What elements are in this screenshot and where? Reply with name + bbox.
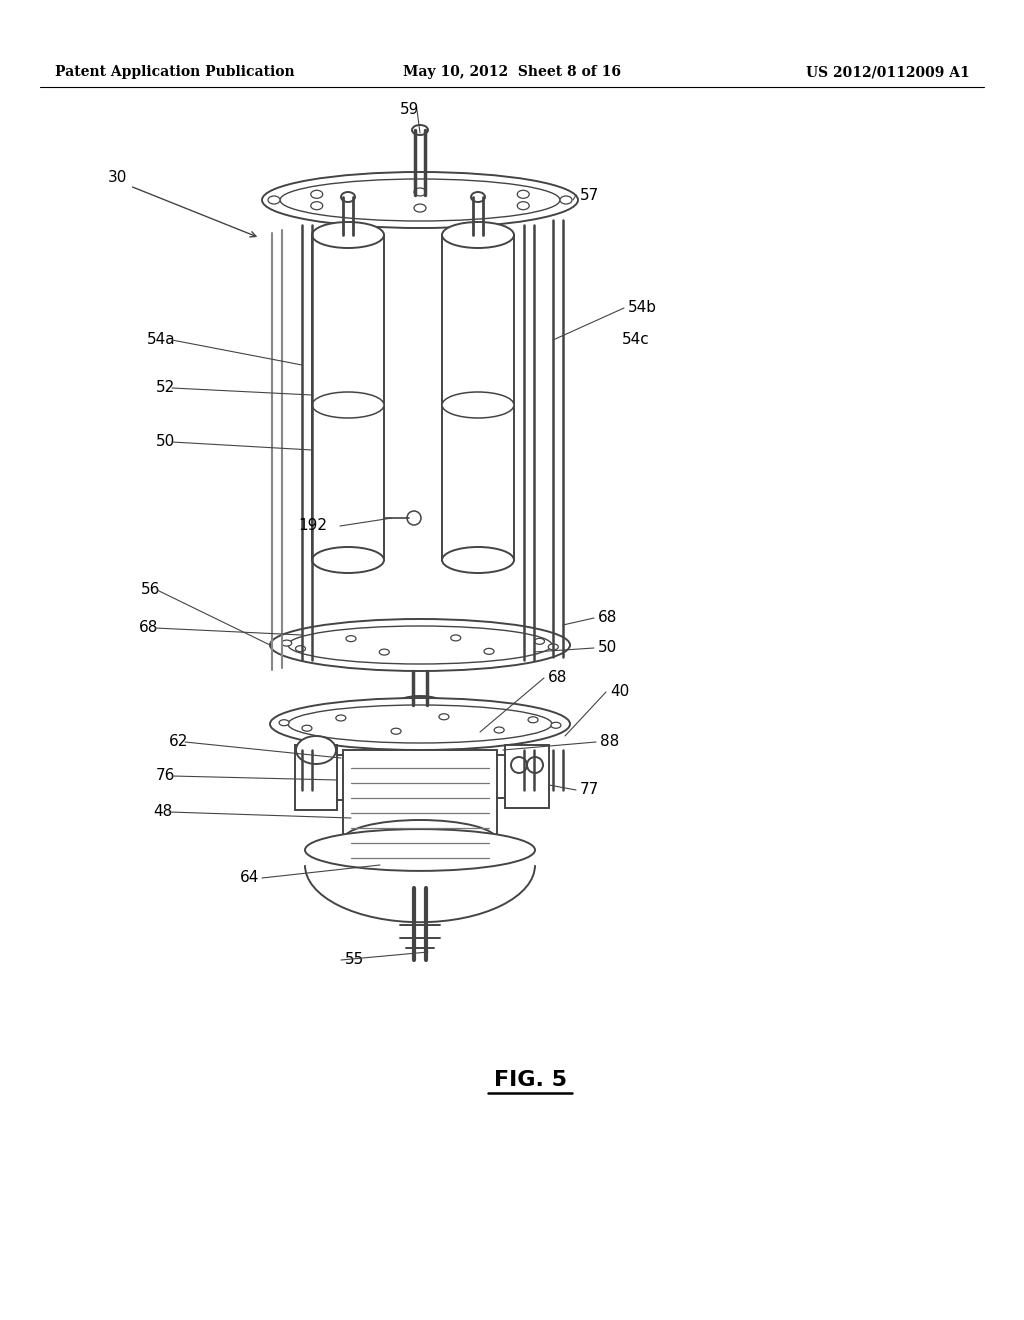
Text: 77: 77 bbox=[580, 783, 599, 797]
Ellipse shape bbox=[442, 392, 514, 418]
Ellipse shape bbox=[412, 125, 428, 135]
Text: 192: 192 bbox=[298, 519, 327, 533]
Ellipse shape bbox=[341, 191, 355, 202]
Text: 54c: 54c bbox=[622, 333, 650, 347]
Text: 68: 68 bbox=[598, 610, 617, 626]
Ellipse shape bbox=[280, 719, 289, 726]
Text: 30: 30 bbox=[108, 170, 127, 186]
Ellipse shape bbox=[451, 635, 461, 642]
Text: 40: 40 bbox=[610, 685, 630, 700]
Text: 68: 68 bbox=[138, 620, 158, 635]
Text: 50: 50 bbox=[598, 640, 617, 656]
Ellipse shape bbox=[495, 727, 504, 733]
Ellipse shape bbox=[270, 619, 570, 671]
Ellipse shape bbox=[414, 205, 426, 213]
Ellipse shape bbox=[511, 756, 527, 774]
Ellipse shape bbox=[296, 737, 336, 764]
Text: 76: 76 bbox=[156, 768, 175, 784]
Text: 52: 52 bbox=[156, 380, 175, 396]
Ellipse shape bbox=[280, 180, 560, 220]
Bar bbox=[505, 744, 549, 808]
Text: May 10, 2012  Sheet 8 of 16: May 10, 2012 Sheet 8 of 16 bbox=[403, 65, 621, 79]
Text: 54a: 54a bbox=[146, 333, 175, 347]
Bar bbox=[442, 235, 514, 560]
Ellipse shape bbox=[296, 645, 305, 652]
Ellipse shape bbox=[400, 708, 440, 721]
Ellipse shape bbox=[346, 636, 356, 642]
Ellipse shape bbox=[305, 829, 535, 871]
Ellipse shape bbox=[395, 696, 445, 714]
Text: 57: 57 bbox=[580, 187, 599, 202]
Text: 50: 50 bbox=[156, 434, 175, 450]
Ellipse shape bbox=[268, 195, 280, 205]
Text: 62: 62 bbox=[169, 734, 188, 750]
Ellipse shape bbox=[442, 546, 514, 573]
Text: 48: 48 bbox=[153, 804, 172, 820]
Text: Patent Application Publication: Patent Application Publication bbox=[55, 65, 295, 79]
Bar bbox=[312, 235, 384, 560]
Ellipse shape bbox=[560, 195, 572, 205]
Ellipse shape bbox=[442, 222, 514, 248]
Ellipse shape bbox=[528, 717, 538, 723]
Bar bbox=[295, 744, 337, 810]
Ellipse shape bbox=[535, 639, 545, 644]
Ellipse shape bbox=[312, 392, 384, 418]
Ellipse shape bbox=[336, 715, 346, 721]
Text: FIG. 5: FIG. 5 bbox=[494, 1071, 566, 1090]
Ellipse shape bbox=[343, 820, 497, 861]
Ellipse shape bbox=[379, 649, 389, 655]
Text: 54b: 54b bbox=[628, 301, 657, 315]
Ellipse shape bbox=[312, 222, 384, 248]
Ellipse shape bbox=[270, 698, 570, 750]
Ellipse shape bbox=[517, 190, 529, 198]
Ellipse shape bbox=[414, 187, 426, 195]
Ellipse shape bbox=[310, 202, 323, 210]
Ellipse shape bbox=[407, 511, 421, 525]
Text: 68: 68 bbox=[548, 671, 567, 685]
Ellipse shape bbox=[548, 644, 558, 649]
Ellipse shape bbox=[527, 756, 543, 774]
Ellipse shape bbox=[551, 722, 561, 729]
Ellipse shape bbox=[302, 725, 312, 731]
Text: 56: 56 bbox=[140, 582, 160, 598]
Ellipse shape bbox=[471, 191, 485, 202]
Text: US 2012/0112009 A1: US 2012/0112009 A1 bbox=[806, 65, 970, 79]
Text: 55: 55 bbox=[345, 953, 365, 968]
Bar bbox=[343, 750, 497, 840]
Text: 88: 88 bbox=[600, 734, 620, 750]
Ellipse shape bbox=[484, 648, 494, 655]
Ellipse shape bbox=[262, 172, 578, 228]
Ellipse shape bbox=[517, 202, 529, 210]
Ellipse shape bbox=[312, 546, 384, 573]
Ellipse shape bbox=[310, 190, 323, 198]
Text: 64: 64 bbox=[240, 870, 259, 886]
Ellipse shape bbox=[391, 729, 401, 734]
Ellipse shape bbox=[288, 626, 552, 664]
Text: 59: 59 bbox=[400, 103, 420, 117]
Ellipse shape bbox=[439, 714, 449, 719]
Ellipse shape bbox=[282, 640, 292, 645]
Ellipse shape bbox=[288, 705, 552, 743]
